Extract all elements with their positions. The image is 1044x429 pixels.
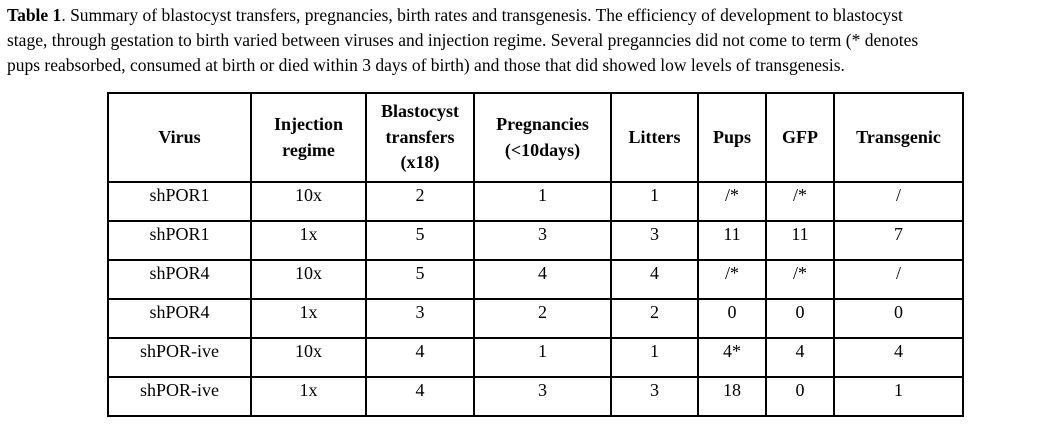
cell-injection-regime: 10x	[250, 181, 367, 222]
cell-blastocyst-transfers: 4	[365, 337, 475, 378]
cell-pups: 0	[697, 298, 767, 339]
cell-litters: 3	[610, 376, 699, 417]
header-row: Virus Injection regime Blastocyst transf…	[107, 92, 964, 183]
col-header-virus: Virus	[107, 92, 252, 183]
cell-blastocyst-transfers: 2	[365, 181, 475, 222]
table-row: shPOR4 10x 5 4 4 /* /* /	[107, 259, 964, 300]
cell-pups: /*	[697, 259, 767, 300]
table-row: shPOR1 1x 5 3 3 11 11 7	[107, 220, 964, 261]
cell-litters: 1	[610, 181, 699, 222]
cell-transgenic: 7	[833, 220, 964, 261]
cell-gfp: 0	[765, 298, 835, 339]
cell-injection-regime: 1x	[250, 298, 367, 339]
summary-table: Virus Injection regime Blastocyst transf…	[107, 92, 964, 417]
cell-pregnancies: 3	[473, 376, 612, 417]
cell-virus: shPOR-ive	[107, 337, 252, 378]
summary-table-container: Virus Injection regime Blastocyst transf…	[107, 92, 964, 417]
caption-table-label: Table 1	[7, 5, 62, 25]
cell-virus: shPOR1	[107, 181, 252, 222]
table-row: shPOR-ive 10x 4 1 1 4* 4 4	[107, 337, 964, 378]
cell-transgenic: /	[833, 259, 964, 300]
col-header-litters: Litters	[610, 92, 699, 183]
cell-blastocyst-transfers: 3	[365, 298, 475, 339]
cell-injection-regime: 10x	[250, 259, 367, 300]
table-caption: Table 1. Summary of blastocyst transfers…	[7, 3, 1043, 78]
cell-gfp: /*	[765, 259, 835, 300]
cell-gfp: 11	[765, 220, 835, 261]
cell-transgenic: 1	[833, 376, 964, 417]
cell-pups: 4*	[697, 337, 767, 378]
cell-transgenic: 4	[833, 337, 964, 378]
col-header-blastocyst-transfers: Blastocyst transfers (x18)	[365, 92, 475, 183]
cell-pups: 18	[697, 376, 767, 417]
cell-injection-regime: 1x	[250, 376, 367, 417]
table-row: shPOR1 10x 2 1 1 /* /* /	[107, 181, 964, 222]
cell-virus: shPOR4	[107, 259, 252, 300]
cell-injection-regime: 1x	[250, 220, 367, 261]
cell-litters: 4	[610, 259, 699, 300]
caption-line-1: Table 1. Summary of blastocyst transfers…	[7, 3, 1043, 28]
cell-litters: 2	[610, 298, 699, 339]
cell-injection-regime: 10x	[250, 337, 367, 378]
caption-line-3: pups reabsorbed, consumed at birth or di…	[7, 55, 845, 75]
cell-virus: shPOR-ive	[107, 376, 252, 417]
cell-virus: shPOR4	[107, 298, 252, 339]
cell-litters: 3	[610, 220, 699, 261]
cell-virus: shPOR1	[107, 220, 252, 261]
cell-pregnancies: 1	[473, 337, 612, 378]
cell-pups: /*	[697, 181, 767, 222]
cell-blastocyst-transfers: 5	[365, 259, 475, 300]
col-header-pups: Pups	[697, 92, 767, 183]
cell-transgenic: 0	[833, 298, 964, 339]
cell-blastocyst-transfers: 4	[365, 376, 475, 417]
caption-line-1-text: . Summary of blastocyst transfers, pregn…	[61, 5, 903, 25]
cell-gfp: 4	[765, 337, 835, 378]
col-header-pregnancies: Pregnancies (<10days)	[473, 92, 612, 183]
col-header-injection-regime: Injection regime	[250, 92, 367, 183]
cell-blastocyst-transfers: 5	[365, 220, 475, 261]
cell-pregnancies: 4	[473, 259, 612, 300]
cell-gfp: /*	[765, 181, 835, 222]
cell-litters: 1	[610, 337, 699, 378]
cell-pregnancies: 1	[473, 181, 612, 222]
cell-pregnancies: 3	[473, 220, 612, 261]
cell-gfp: 0	[765, 376, 835, 417]
table-row: shPOR4 1x 3 2 2 0 0 0	[107, 298, 964, 339]
cell-transgenic: /	[833, 181, 964, 222]
table-row: shPOR-ive 1x 4 3 3 18 0 1	[107, 376, 964, 417]
col-header-gfp: GFP	[765, 92, 835, 183]
col-header-transgenic: Transgenic	[833, 92, 964, 183]
cell-pups: 11	[697, 220, 767, 261]
cell-pregnancies: 2	[473, 298, 612, 339]
caption-line-2: stage, through gestation to birth varied…	[7, 30, 919, 50]
